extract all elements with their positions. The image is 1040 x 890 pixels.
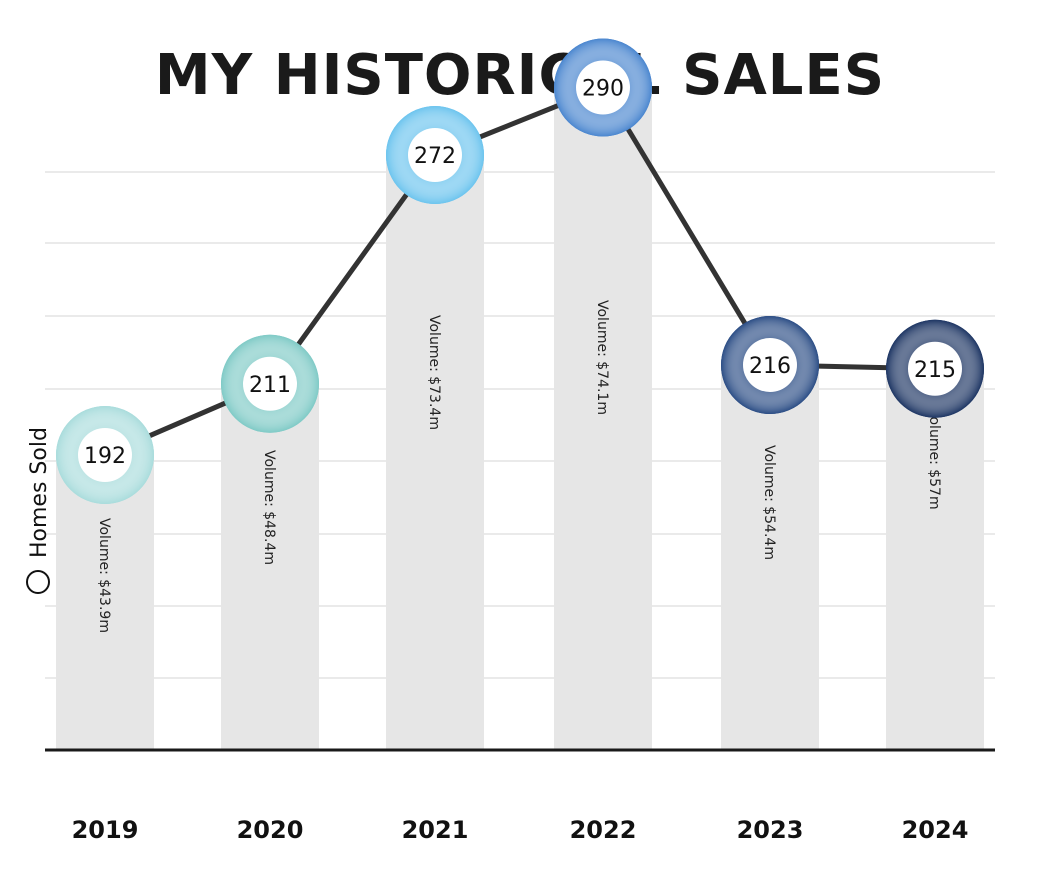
column-2020 — [221, 383, 319, 750]
value-label-2019: 192 — [84, 444, 126, 469]
x-tick-2019: 2019 — [72, 816, 139, 844]
data-point-2022: 290 — [554, 38, 652, 137]
column-2019 — [56, 455, 154, 750]
value-label-2023: 216 — [749, 354, 791, 379]
data-point-2019: 192 — [56, 406, 154, 504]
volume-label-2021: Volume: $73.4m — [426, 315, 442, 430]
x-tick-2022: 2022 — [570, 816, 637, 844]
x-tick-2023: 2023 — [737, 816, 804, 844]
value-label-2024: 215 — [914, 358, 956, 383]
data-point-2021: 272 — [386, 106, 484, 204]
value-label-2022: 290 — [582, 77, 624, 102]
data-point-2024: 215 — [886, 319, 984, 418]
x-tick-2020: 2020 — [237, 816, 304, 844]
volume-label-2020: Volume: $48.4m — [261, 450, 277, 565]
legend-label: Homes Sold — [27, 427, 52, 558]
value-label-2020: 211 — [249, 373, 291, 398]
column-2024 — [886, 368, 984, 750]
data-point-2020: 211 — [221, 334, 319, 433]
column-backgrounds — [56, 87, 984, 750]
volume-label-2019: Volume: $43.9m — [96, 518, 112, 633]
gridlines — [45, 171, 995, 679]
volume-labels: Volume: $43.9m Volume: $48.4m Volume: $73.… — [96, 300, 942, 633]
data-point-2023: 216 — [721, 316, 819, 414]
legend: Homes Sold — [26, 427, 52, 594]
volume-label-2022: Volume: $74.1m — [594, 300, 610, 415]
x-axis-ticks: 2019 2020 2021 2022 2023 2024 — [72, 816, 969, 844]
column-2021 — [386, 155, 484, 750]
x-tick-2024: 2024 — [902, 816, 969, 844]
value-label-2021: 272 — [414, 144, 456, 169]
legend-marker-icon — [26, 570, 50, 594]
column-2023 — [721, 365, 819, 750]
data-markers: 192 211 272 290 216 215 — [56, 38, 984, 504]
column-2022 — [554, 87, 652, 750]
volume-label-2023: Volume: $54.4m — [761, 445, 777, 560]
x-tick-2021: 2021 — [402, 816, 469, 844]
volume-label-2024: Volume: $57m — [926, 408, 942, 510]
chart-title: MY HISTORICAL SALES — [154, 43, 886, 108]
